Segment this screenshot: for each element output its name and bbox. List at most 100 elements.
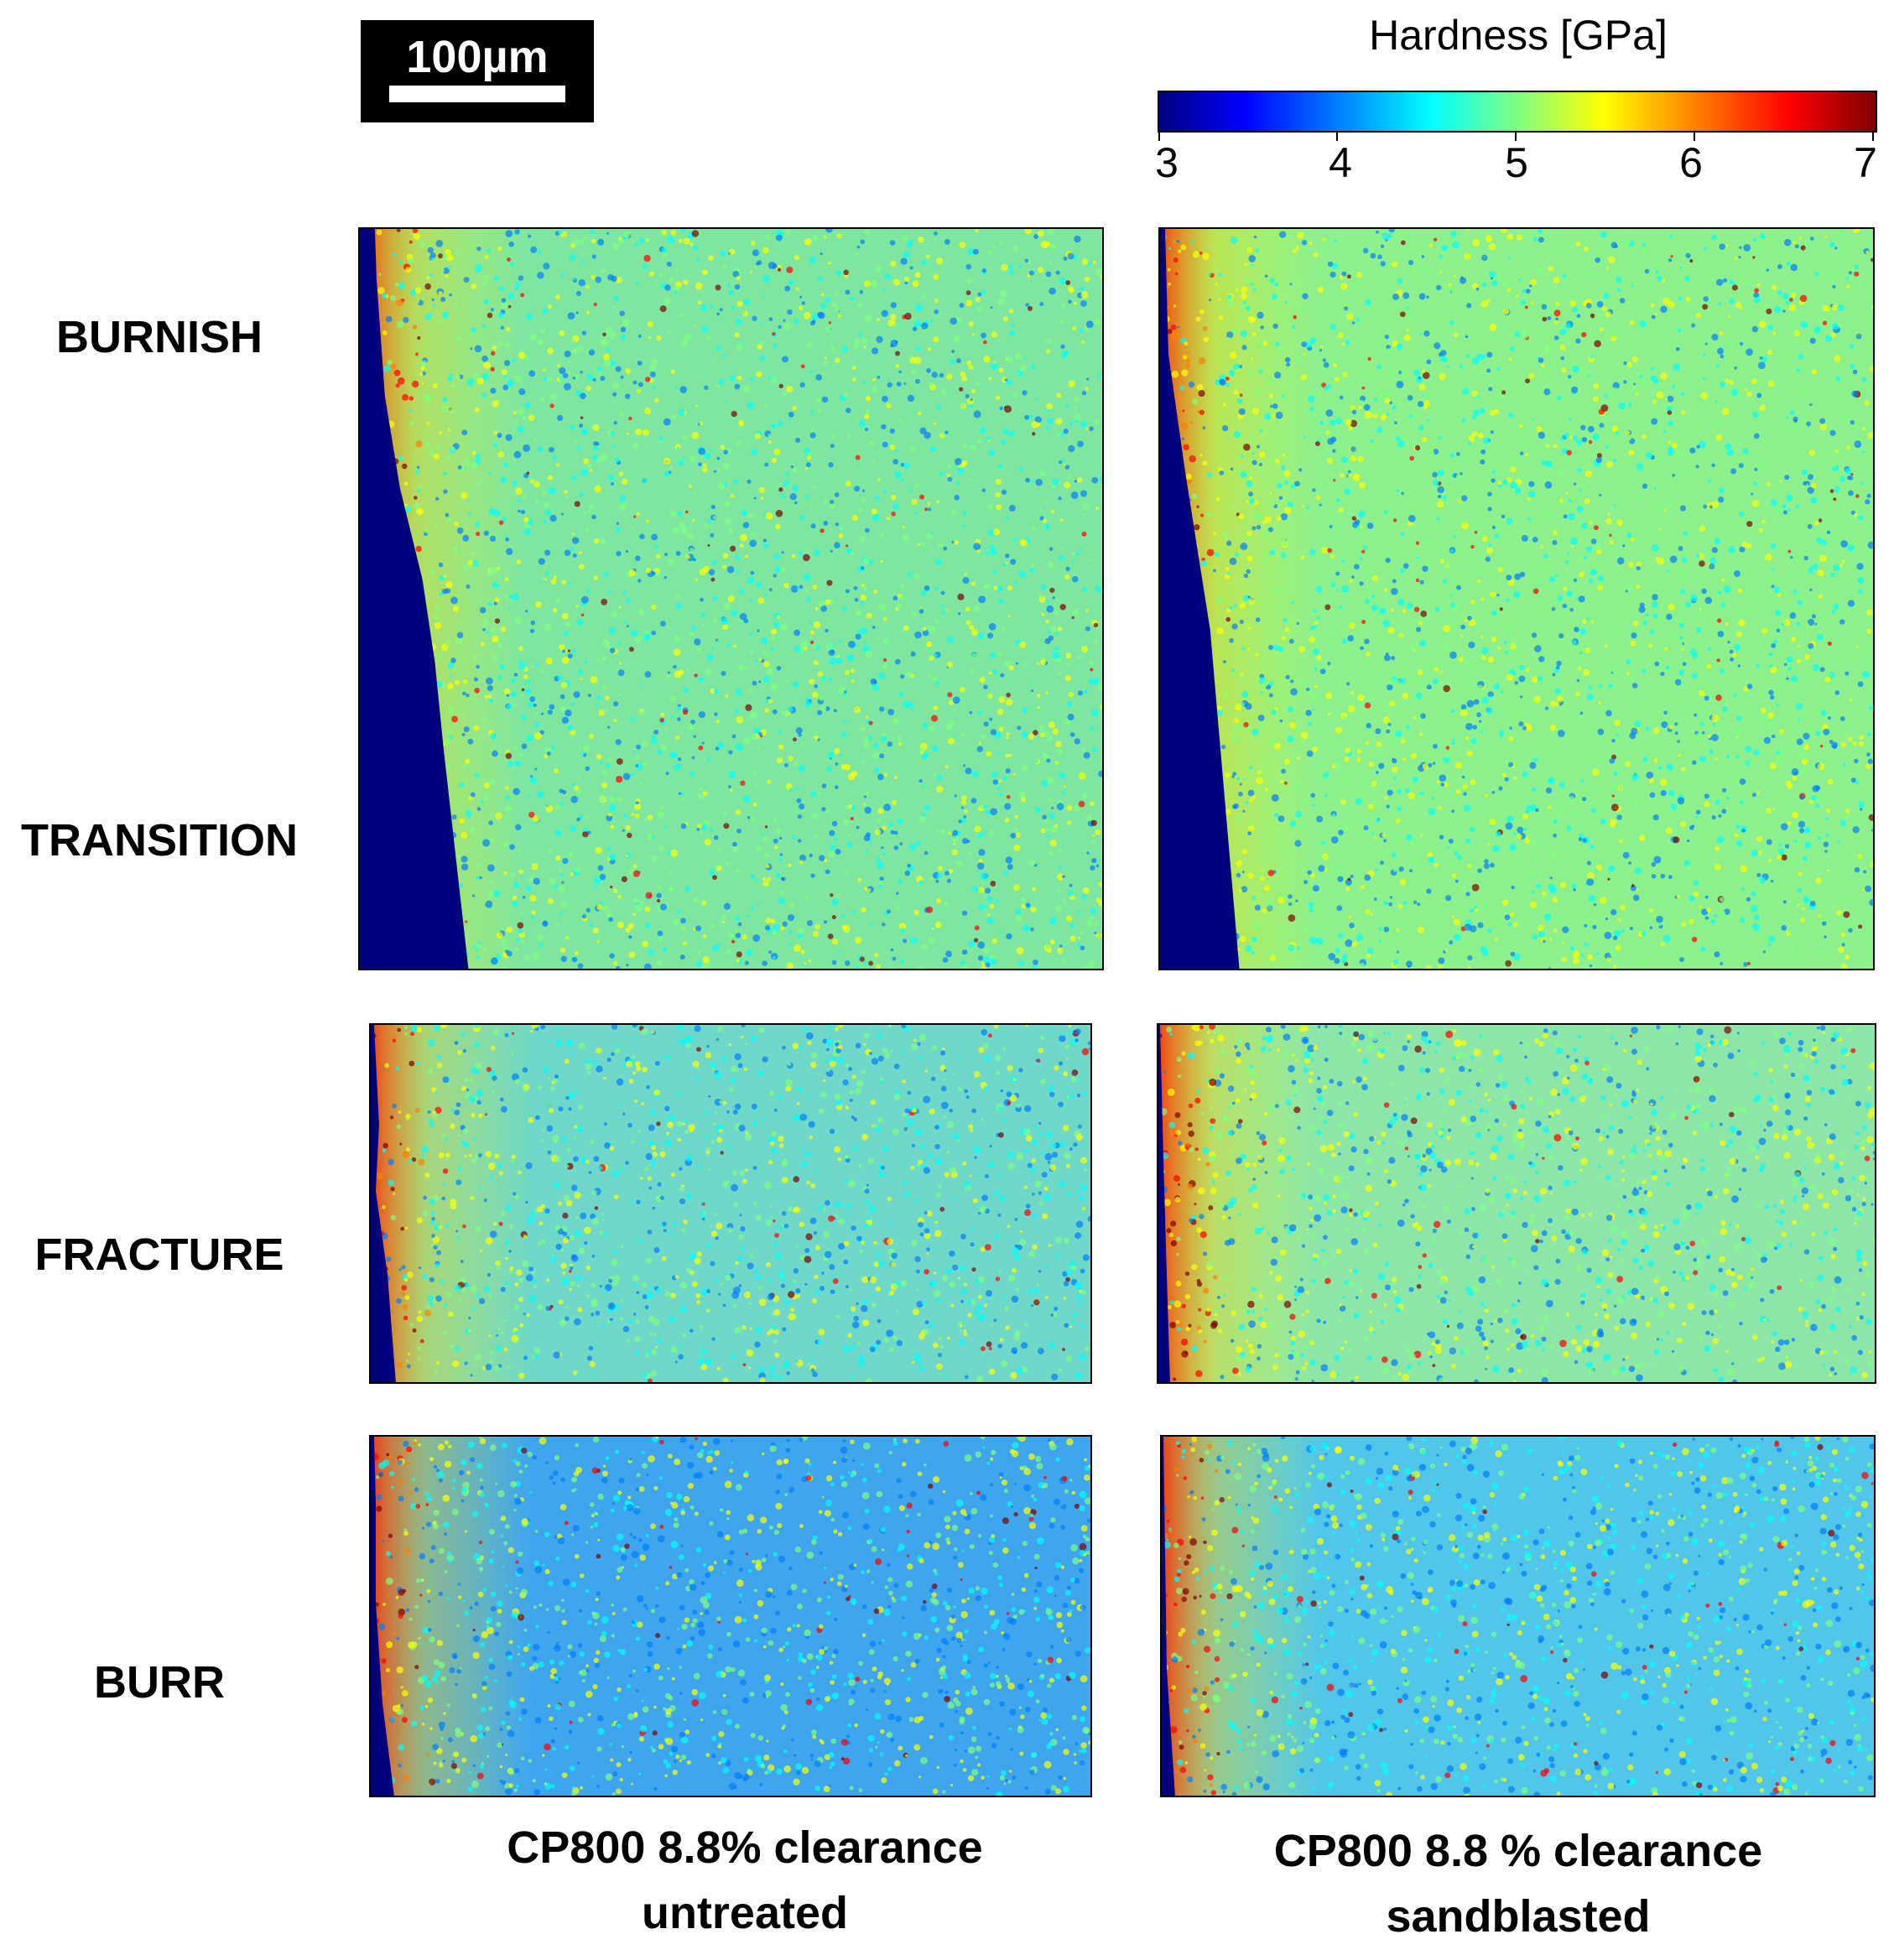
hardness-speckle <box>1820 710 1827 716</box>
hardness-speckle <box>1616 733 1620 737</box>
hardness-speckle <box>1309 872 1316 878</box>
hardness-speckle <box>1768 689 1774 695</box>
hardness-speckle <box>799 855 806 861</box>
hardness-speckle <box>934 922 942 928</box>
hardness-speckle <box>535 500 539 504</box>
hardness-speckle <box>440 593 443 596</box>
hardness-speckle <box>450 446 455 451</box>
hardness-speckle <box>965 263 972 270</box>
hardness-speckle <box>1445 895 1452 902</box>
hardness-speckle <box>1303 353 1306 356</box>
hardness-speckle <box>1819 554 1827 562</box>
hardness-speckle <box>497 451 505 458</box>
hardness-speckle <box>1045 524 1049 528</box>
hardness-speckle <box>1046 349 1051 354</box>
hardness-speckle <box>690 719 695 725</box>
hardness-speckle <box>1287 736 1294 742</box>
hardness-speckle <box>1772 568 1775 571</box>
hardness-speckle <box>1015 832 1021 838</box>
hardness-speckle <box>1284 507 1292 514</box>
hardness-speckle <box>1042 753 1049 761</box>
hardness-speckle <box>1839 716 1845 721</box>
hardness-speckle <box>928 725 935 733</box>
hardness-speckle <box>1413 715 1417 720</box>
hardness-speckle <box>507 304 512 309</box>
hardness-speckle <box>1080 490 1088 497</box>
hardness-speckle <box>863 280 871 288</box>
hardness-speckle <box>1078 800 1085 808</box>
hardness-speckle <box>1434 862 1439 867</box>
hardness-speckle <box>992 528 1001 536</box>
hardness-speckle <box>1678 669 1685 676</box>
hardness-speckle <box>1387 626 1395 634</box>
hardness-speckle <box>945 723 953 730</box>
hardness-speckle <box>1737 383 1743 388</box>
hardness-speckle <box>497 584 501 588</box>
hardness-speckle <box>781 493 786 499</box>
hardness-speckle <box>604 642 611 648</box>
hardness-speckle <box>1470 599 1475 605</box>
hardness-speckle <box>1031 525 1036 531</box>
hardness-speckle <box>1347 473 1352 478</box>
hardness-speckle <box>844 690 847 694</box>
hardness-speckle <box>736 276 741 281</box>
hardness-speckle <box>524 402 531 408</box>
hardness-speckle <box>490 628 496 633</box>
hardness-speckle <box>1666 840 1674 849</box>
hardness-speckle <box>771 457 778 464</box>
hardness-speckle <box>1579 833 1584 839</box>
hardness-speckle <box>661 247 668 253</box>
hardness-speckle <box>620 335 626 341</box>
hardness-speckle <box>1699 525 1706 533</box>
hardness-speckle <box>677 511 683 517</box>
hardness-speckle <box>1415 578 1420 583</box>
hardness-speckle <box>1241 492 1246 496</box>
hardness-speckle <box>606 763 610 767</box>
hardness-speckle <box>807 455 812 460</box>
hardness-speckle <box>710 504 715 510</box>
colorbar-tick <box>1694 131 1695 141</box>
hardness-speckle <box>1504 628 1511 636</box>
hardness-speckle <box>1328 863 1335 871</box>
hardness-speckle <box>424 395 432 402</box>
hardness-speckle <box>796 587 800 591</box>
hardness-speckle <box>828 649 835 656</box>
hardness-speckle <box>408 240 413 244</box>
hardness-speckle <box>762 836 769 843</box>
hardness-speckle <box>866 888 872 893</box>
hardness-speckle <box>1432 762 1436 765</box>
hardness-speckle <box>1686 865 1691 870</box>
hardness-speckle <box>933 653 938 658</box>
hardness-speckle <box>1274 282 1279 287</box>
hardness-speckle <box>1428 808 1436 816</box>
hardness-speckle <box>1040 656 1045 660</box>
hardness-speckle <box>1090 726 1095 731</box>
hardness-speckle <box>1608 684 1613 689</box>
hardness-speckle <box>1413 369 1421 377</box>
hardness-speckle <box>1263 629 1267 633</box>
hardness-speckle <box>775 509 783 517</box>
hardness-speckle <box>520 509 526 515</box>
hardness-speckle <box>602 905 609 912</box>
hardness-speckle <box>580 239 585 245</box>
hardness-speckle <box>1815 803 1820 808</box>
hardness-speckle <box>762 513 766 517</box>
hardness-speckle <box>1796 738 1803 746</box>
hardness-speckle <box>692 518 695 522</box>
hardness-speckle <box>1246 531 1253 538</box>
hardness-speckle <box>1850 419 1855 425</box>
hardness-speckle <box>525 610 528 613</box>
hardness-speckle <box>534 732 542 740</box>
hardness-speckle <box>554 768 559 774</box>
hardness-speckle <box>1522 771 1528 777</box>
hardness-speckle <box>973 938 979 943</box>
hardness-speckle <box>983 956 991 964</box>
hardness-speckle <box>1289 721 1297 729</box>
hardness-speckle <box>1760 707 1767 714</box>
hardness-speckle <box>989 958 997 965</box>
hardness-speckle <box>767 262 776 269</box>
hardness-speckle <box>989 671 992 675</box>
hardness-speckle <box>1442 495 1448 501</box>
hardness-speckle <box>1715 278 1724 286</box>
hardness-speckle <box>736 375 742 381</box>
